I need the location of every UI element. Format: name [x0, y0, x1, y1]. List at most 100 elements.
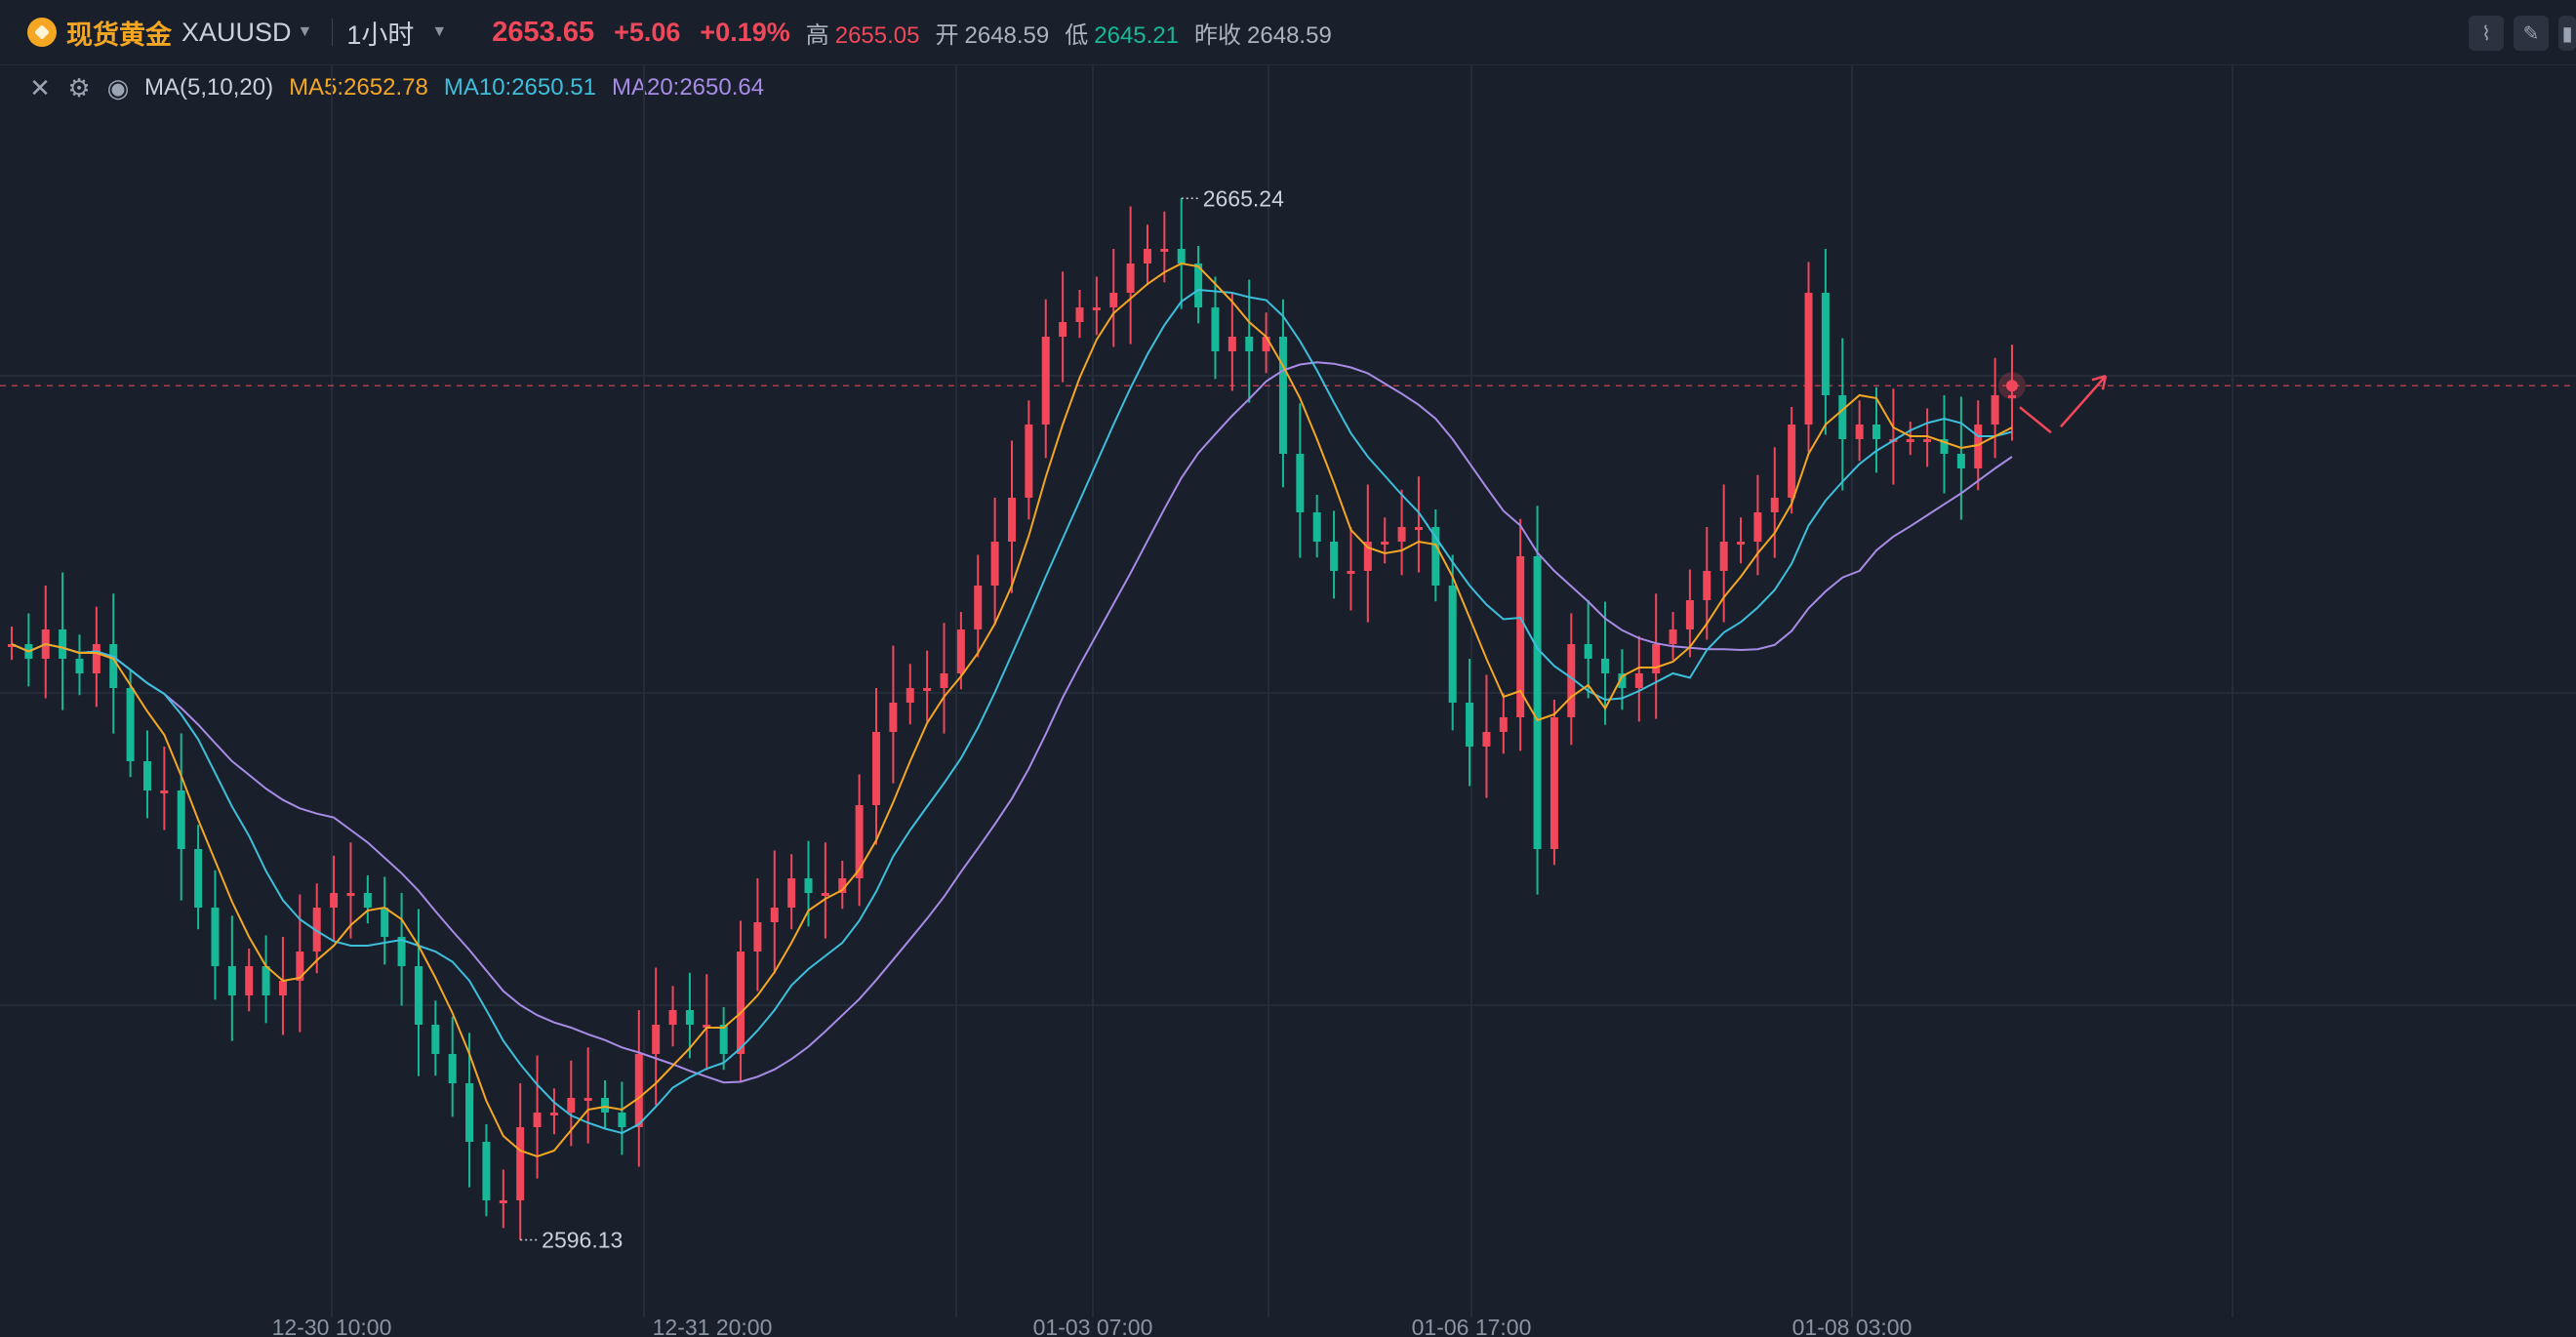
prev-close-label: 昨收 [1194, 21, 1242, 49]
candle-body [59, 629, 67, 659]
settings-icon[interactable]: ⚙ [67, 72, 91, 102]
candle-body [1685, 600, 1694, 629]
candle-body [1940, 439, 1949, 454]
candle-body [1075, 307, 1084, 322]
candle-body [1923, 439, 1932, 442]
candle-body [1601, 659, 1610, 673]
caret-down-icon[interactable]: ▼ [297, 23, 313, 40]
candle-body [668, 1010, 677, 1025]
candle-body [1788, 425, 1796, 498]
open-value: 2648.59 [964, 21, 1050, 49]
candle-body [1466, 703, 1474, 747]
candle-body [956, 629, 965, 673]
candle-body [245, 966, 254, 995]
x-tick-label: 01-06 17:00 [1412, 1315, 1532, 1337]
eye-icon[interactable]: ◉ [106, 72, 130, 102]
candle-body [126, 688, 135, 761]
forecast-arrow-head [2091, 375, 2108, 390]
candle-body [1414, 527, 1423, 530]
candle-body [312, 908, 321, 952]
interval-selector[interactable]: 1小时 [346, 20, 415, 50]
candle-body [1906, 439, 1914, 442]
candle-body [787, 878, 796, 908]
pencil-icon[interactable]: ✎ [2514, 16, 2549, 51]
last-price: 2653.65 [492, 16, 595, 48]
candle-body [685, 1010, 694, 1025]
candle-body [1312, 512, 1321, 542]
x-tick-label: 01-03 07:00 [1033, 1315, 1153, 1337]
candle-body [177, 790, 185, 849]
candle-body [1363, 542, 1372, 571]
low-value: 2645.21 [1094, 21, 1180, 49]
candle-body [1228, 337, 1236, 351]
indicator-name: MA(5,10,20) [144, 74, 274, 101]
candle-body [1855, 425, 1864, 439]
candle-body [1296, 454, 1305, 512]
candle-body [516, 1127, 525, 1200]
candle-body [703, 1025, 711, 1028]
candle-body [1991, 395, 1999, 425]
candle-body [482, 1142, 491, 1200]
candle-body [431, 1025, 440, 1054]
candle-body [1025, 425, 1033, 498]
candle-body [906, 688, 914, 703]
ma10-value: MA10:2650.51 [443, 74, 596, 101]
candle-body [1618, 673, 1627, 688]
candle-body [889, 703, 898, 732]
candle-body [465, 1083, 474, 1142]
candle-body [1431, 527, 1440, 586]
candle-body [1974, 425, 1983, 468]
close-icon[interactable]: ✕ [29, 72, 51, 102]
instrument-symbol[interactable]: XAUUSD [181, 17, 292, 47]
candle-body [1278, 337, 1287, 454]
candle-body [414, 966, 423, 1025]
candle-body [1245, 337, 1254, 351]
candle-body [194, 849, 203, 908]
indicator-bar: ✕ ⚙ ◉ MA(5,10,20) MA5:2652.78 MA10:2650.… [27, 66, 764, 109]
candle-body [1703, 571, 1711, 600]
candle-body [346, 893, 355, 896]
candle-body [1397, 527, 1406, 542]
candle-body [940, 673, 948, 688]
candle-body [804, 878, 813, 893]
chart-header: 现货黄金 XAUUSD ▼ 1小时 ▼ 2653.65 +5.06 +0.19%… [0, 0, 2576, 65]
candle-body [278, 981, 287, 995]
candle-body [1753, 512, 1762, 542]
instrument-name[interactable]: 现货黄金 [66, 20, 172, 50]
x-tick-label: 12-30 10:00 [272, 1315, 392, 1337]
candle-body [1821, 293, 1830, 395]
candle-icon[interactable]: ▮ [2558, 16, 2576, 51]
candle-body [1194, 263, 1203, 307]
candle-body [584, 1098, 592, 1101]
toolbar: ⌇ ✎ ▮ [2469, 16, 2576, 51]
gold-logo-icon [27, 18, 57, 47]
candle-body [974, 586, 983, 629]
candle-body [1041, 337, 1050, 425]
price-change-pct: +0.19% [700, 17, 790, 47]
x-tick-label: 01-08 03:00 [1792, 1315, 1912, 1337]
candle-body [1838, 395, 1847, 439]
candle-body [923, 688, 932, 691]
candle-body [2008, 395, 2016, 398]
candle-body [1499, 717, 1508, 732]
candle-body [1126, 263, 1135, 293]
candle-body [1143, 249, 1151, 263]
candle-body [1584, 644, 1592, 659]
candle-body [1737, 542, 1746, 545]
x-tick-label: 12-31 20:00 [653, 1315, 773, 1337]
candle-body [381, 908, 389, 937]
candle-body [1533, 556, 1542, 849]
interval-caret-down-icon[interactable]: ▼ [431, 23, 448, 40]
forecast-arrow [2019, 375, 2107, 434]
min-label: 2596.13 [542, 1228, 623, 1253]
candle-body [1567, 644, 1576, 717]
candle-body [75, 659, 84, 673]
line-tool-icon[interactable]: ⌇ [2469, 16, 2504, 51]
candle-body [1634, 673, 1643, 688]
candle-body [1719, 542, 1728, 571]
open-label: 开 [935, 21, 959, 49]
candle-body [1381, 542, 1389, 545]
candle-body [1330, 542, 1339, 571]
candle-body [397, 937, 406, 966]
